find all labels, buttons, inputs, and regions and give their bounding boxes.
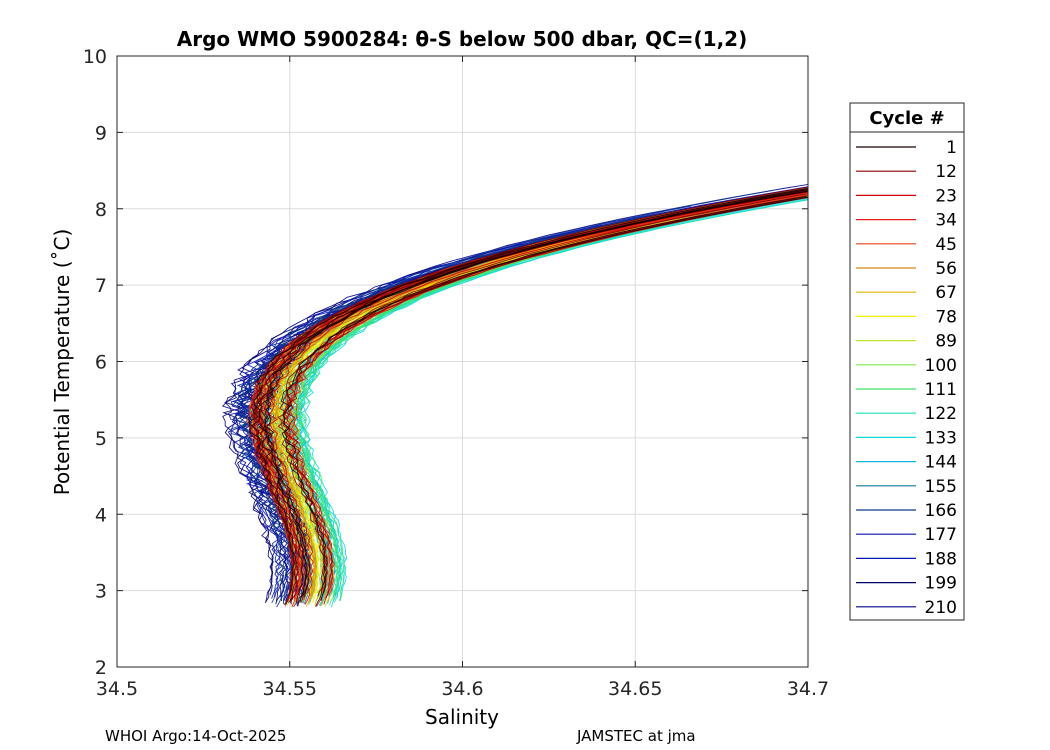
y-tick-label: 8 [95, 199, 107, 221]
legend-label: 12 [935, 162, 957, 182]
x-axis: 34.5 34.55 34.6 34.65 34.7 [96, 56, 829, 700]
legend-title: Cycle # [869, 108, 944, 129]
footer-left: WHOI Argo:14-Oct-2025 [105, 727, 286, 745]
profile-line [234, 216, 646, 598]
legend-label: 188 [925, 549, 957, 569]
legend-label: 133 [925, 428, 957, 448]
legend: Cycle # 1 12 23 34 45 56 67 78 89 100 111 122 133 144… [849, 102, 965, 621]
legend-label: 199 [925, 574, 957, 594]
y-axis: 2 3 4 5 6 7 8 9 10 [83, 46, 808, 679]
legend-label: 1 [946, 138, 957, 158]
x-tick-label: 34.55 [263, 678, 317, 700]
profile-line [230, 190, 772, 604]
profile-line [228, 205, 692, 598]
x-tick-label: 34.65 [608, 678, 662, 700]
legend-label: 111 [925, 380, 957, 400]
y-axis-label: Potential Temperature (˚C) [50, 229, 74, 496]
legend-label: 155 [925, 477, 957, 497]
y-tick-label: 6 [95, 352, 107, 374]
legend-label: 23 [935, 186, 957, 206]
profile-line [263, 189, 808, 604]
profile-line [282, 196, 808, 601]
legend-label: 122 [925, 404, 957, 424]
y-tick-label: 5 [95, 428, 107, 450]
profile-line [280, 195, 807, 607]
profile-line [250, 188, 808, 603]
legend-label: 67 [935, 283, 957, 303]
y-tick-label: 9 [95, 122, 107, 144]
legend-label: 78 [935, 307, 957, 327]
legend-label: 100 [925, 356, 957, 376]
legend-label: 45 [935, 235, 957, 255]
chart-title: Argo WMO 5900284: θ-S below 500 dbar, QC… [177, 27, 747, 51]
x-tick-label: 34.7 [787, 678, 829, 700]
legend-label: 144 [925, 453, 957, 473]
x-axis-label: Salinity [425, 705, 499, 729]
profile-lines [221, 183, 808, 608]
profile-line [253, 202, 742, 605]
legend-label: 34 [935, 211, 957, 231]
profile-line [277, 193, 807, 597]
y-tick-label: 7 [95, 275, 107, 297]
y-tick-label: 4 [95, 504, 107, 526]
legend-label: 177 [925, 525, 957, 545]
legend-label: 89 [935, 332, 957, 352]
legend-entries: 1 12 23 34 45 56 67 78 89 100 111 122 133 144 155 166 17… [856, 138, 957, 618]
profile-line [268, 193, 808, 605]
profile-line [258, 190, 808, 595]
legend-label: 56 [935, 259, 957, 279]
y-tick-label: 2 [95, 657, 107, 679]
x-tick-label: 34.5 [96, 678, 138, 700]
profile-line [299, 195, 808, 601]
legend-label: 166 [925, 501, 957, 521]
profile-line [296, 199, 808, 596]
y-tick-label: 10 [83, 46, 107, 68]
footer-right: JAMSTEC at jma [576, 727, 696, 745]
legend-label: 210 [925, 598, 957, 618]
x-tick-label: 34.6 [441, 678, 483, 700]
y-tick-label: 3 [95, 581, 107, 603]
